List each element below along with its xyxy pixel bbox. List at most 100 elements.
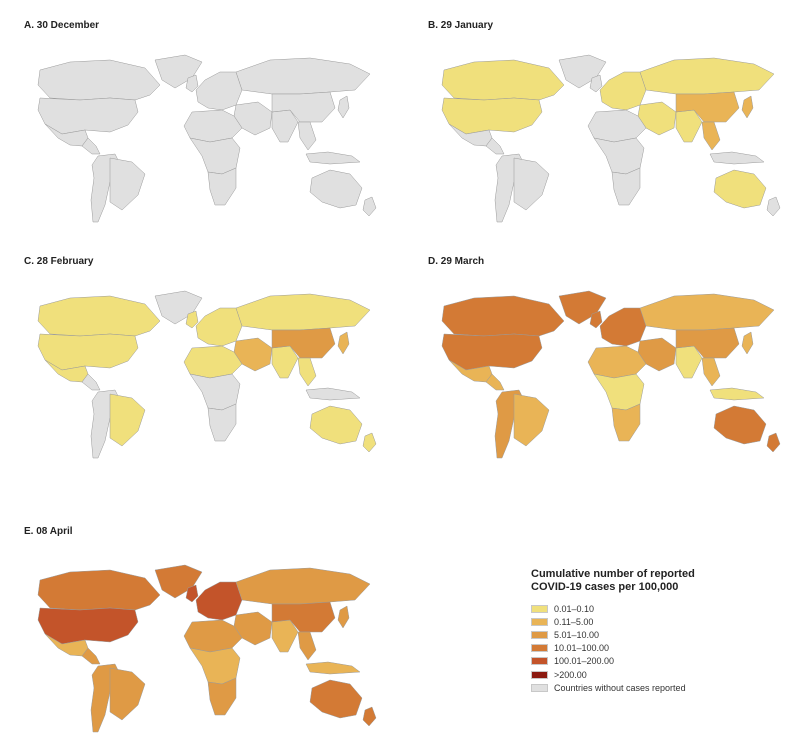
- region-central-america: [81, 647, 101, 665]
- region-se-asia: [701, 121, 721, 151]
- region-africa-north: [183, 345, 243, 379]
- region-brazil: [513, 157, 550, 211]
- region-brazil: [513, 393, 550, 447]
- region-central-america: [81, 373, 101, 391]
- legend-label: 10.01–100.00: [554, 643, 610, 654]
- legend-item: 5.01–10.00: [531, 628, 781, 641]
- region-se-asia: [297, 357, 317, 387]
- panel-title: C. 28 February: [24, 256, 94, 267]
- panel-title: A. 30 December: [24, 20, 100, 31]
- region-china: [271, 91, 336, 123]
- legend-label: >200.00: [554, 669, 587, 680]
- legend-swatch: [531, 670, 548, 679]
- legend-swatch: [531, 657, 548, 666]
- panel-title: D. 29 March: [428, 256, 485, 267]
- region-uk: [185, 584, 199, 603]
- world-map: [37, 290, 377, 459]
- region-brazil: [109, 667, 146, 721]
- legend-swatch: [531, 617, 548, 626]
- legend-item: Countries without cases reported: [531, 681, 781, 694]
- region-central-america: [81, 137, 101, 155]
- region-russia: [639, 57, 775, 95]
- legend-label: Countries without cases reported: [554, 682, 686, 693]
- region-indonesia: [709, 151, 765, 165]
- panel-title: E. 08 April: [24, 526, 73, 537]
- legend-label: 0.11–5.00: [554, 616, 594, 627]
- region-indonesia: [305, 151, 361, 165]
- region-africa-north: [587, 345, 647, 379]
- region-japan: [337, 605, 350, 629]
- region-canada: [441, 59, 565, 101]
- region-central-america: [485, 373, 505, 391]
- region-canada: [37, 295, 161, 337]
- region-europe: [195, 71, 243, 111]
- region-uk: [589, 74, 603, 93]
- region-australia: [309, 169, 363, 209]
- region-australia: [309, 405, 363, 445]
- region-uk: [589, 310, 603, 329]
- region-africa-central: [593, 137, 645, 175]
- legend-item: 0.01–0.10: [531, 602, 781, 615]
- legend-title-line1: Cumulative number of reported: [531, 568, 695, 580]
- region-china: [271, 327, 336, 359]
- region-australia: [309, 679, 363, 719]
- legend-label: 5.01–10.00: [554, 629, 600, 640]
- region-nz: [362, 196, 377, 217]
- region-africa-north: [183, 619, 243, 653]
- legend-label: 100.01–200.00: [554, 656, 615, 667]
- region-se-asia: [297, 631, 317, 661]
- legend-item: >200.00: [531, 668, 781, 681]
- legend-item: 100.01–200.00: [531, 655, 781, 668]
- legend-title-line2: COVID-19 cases per 100,000: [531, 581, 679, 593]
- region-japan: [337, 331, 350, 355]
- region-australia: [713, 169, 767, 209]
- region-nz: [362, 432, 377, 453]
- region-canada: [37, 569, 161, 611]
- region-australia: [713, 405, 767, 445]
- region-africa-south: [207, 167, 237, 206]
- legend-swatch: [531, 683, 548, 692]
- region-indonesia: [709, 387, 765, 401]
- region-europe: [599, 307, 647, 347]
- region-brazil: [109, 157, 146, 211]
- region-russia: [235, 567, 371, 605]
- region-china: [675, 327, 740, 359]
- region-se-asia: [701, 357, 721, 387]
- region-africa-south: [611, 403, 641, 442]
- region-se-asia: [297, 121, 317, 151]
- legend-item: 0.11–5.00: [531, 615, 781, 628]
- legend-title: Cumulative number of reported COVID-19 c…: [531, 568, 781, 594]
- region-uk: [185, 310, 199, 329]
- region-brazil: [109, 393, 146, 447]
- region-china: [271, 601, 336, 633]
- region-europe: [599, 71, 647, 111]
- region-europe: [195, 581, 243, 621]
- region-uk: [185, 74, 199, 93]
- region-indonesia: [305, 387, 361, 401]
- legend-swatch: [531, 644, 548, 653]
- region-russia: [235, 57, 371, 95]
- map-legend: Cumulative number of reported COVID-19 c…: [531, 568, 781, 694]
- region-china: [675, 91, 740, 123]
- region-japan: [337, 95, 350, 119]
- region-africa-central: [189, 647, 241, 685]
- region-russia: [639, 293, 775, 331]
- region-usa: [37, 97, 139, 135]
- region-africa-central: [189, 137, 241, 175]
- region-africa-south: [207, 403, 237, 442]
- world-map: [441, 290, 781, 459]
- region-nz: [766, 196, 781, 217]
- region-canada: [37, 59, 161, 101]
- region-indonesia: [305, 661, 361, 675]
- world-map: [37, 564, 377, 733]
- region-russia: [235, 293, 371, 331]
- region-europe: [195, 307, 243, 347]
- region-africa-north: [183, 109, 243, 143]
- region-japan: [741, 331, 754, 355]
- world-map: [37, 54, 377, 223]
- world-map: [441, 54, 781, 223]
- legend-swatch: [531, 604, 548, 613]
- legend-label: 0.01–0.10: [554, 603, 595, 614]
- legend-swatch: [531, 630, 548, 639]
- region-africa-central: [593, 373, 645, 411]
